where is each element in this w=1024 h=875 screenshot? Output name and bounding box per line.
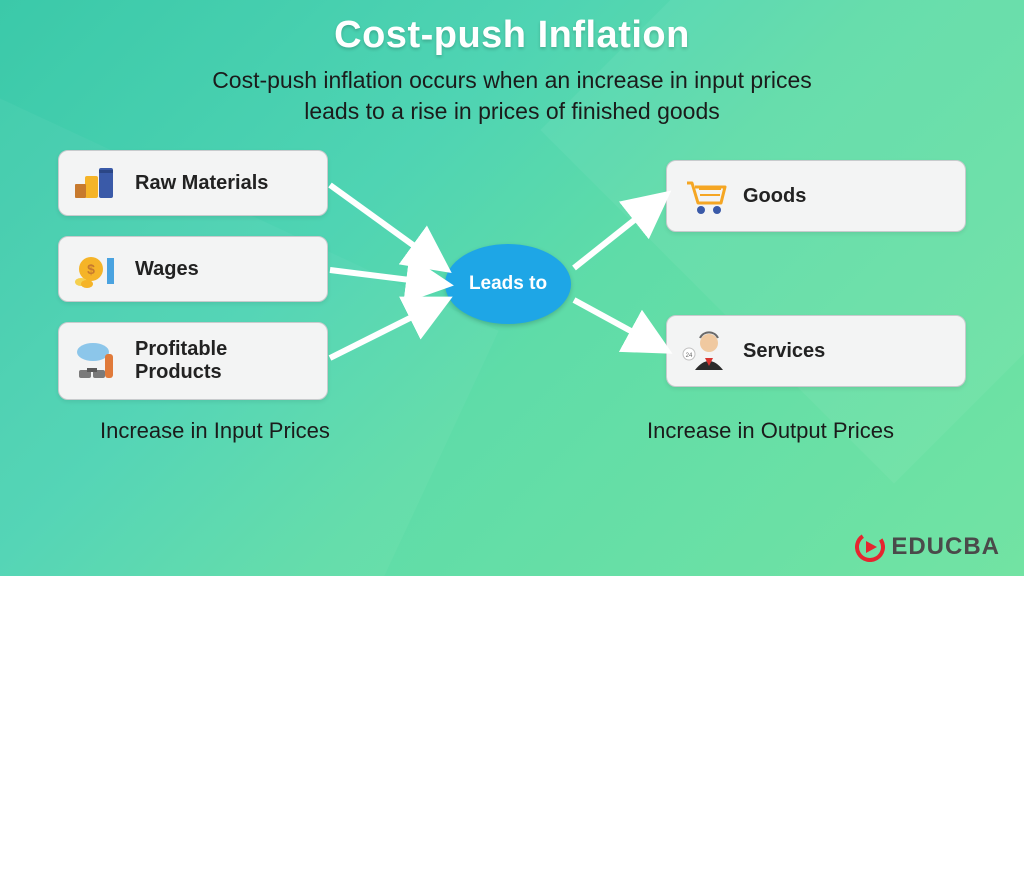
services-person-icon: 24 (681, 330, 731, 372)
card-label: Raw Materials (135, 172, 268, 195)
input-card-raw-materials: Raw Materials (58, 150, 328, 216)
logo-text: EDUCBA (891, 533, 1000, 561)
output-card-goods: Goods (666, 160, 966, 232)
card-label: Goods (743, 185, 806, 208)
card-label: Services (743, 340, 825, 363)
svg-text:$: $ (87, 261, 95, 277)
shopping-cart-icon (681, 175, 731, 217)
left-caption: Increase in Input Prices (100, 418, 330, 444)
card-label: Profitable Products (135, 338, 313, 384)
center-label: Leads to (469, 273, 547, 295)
subtitle: Cost-push inflation occurs when an incre… (0, 65, 1024, 127)
flow-diagram: Raw Materials $ Wages (0, 150, 1024, 490)
educba-logo: EDUCBA (855, 532, 1000, 562)
right-caption: Increase in Output Prices (647, 418, 894, 444)
logo-mark-icon (855, 532, 885, 562)
slide-content: Cost-push Inflation Cost-push inflation … (0, 0, 1024, 576)
wages-icon: $ (73, 248, 123, 290)
svg-text:24: 24 (686, 353, 693, 359)
input-card-wages: $ Wages (58, 236, 328, 302)
output-card-services: 24 Services (666, 315, 966, 387)
center-node: Leads to (445, 244, 571, 324)
page-title: Cost-push Inflation (0, 0, 1024, 57)
card-label: Wages (135, 258, 199, 281)
profitable-products-icon (73, 340, 123, 382)
input-card-profitable-products: Profitable Products (58, 322, 328, 400)
raw-materials-icon (73, 162, 123, 204)
